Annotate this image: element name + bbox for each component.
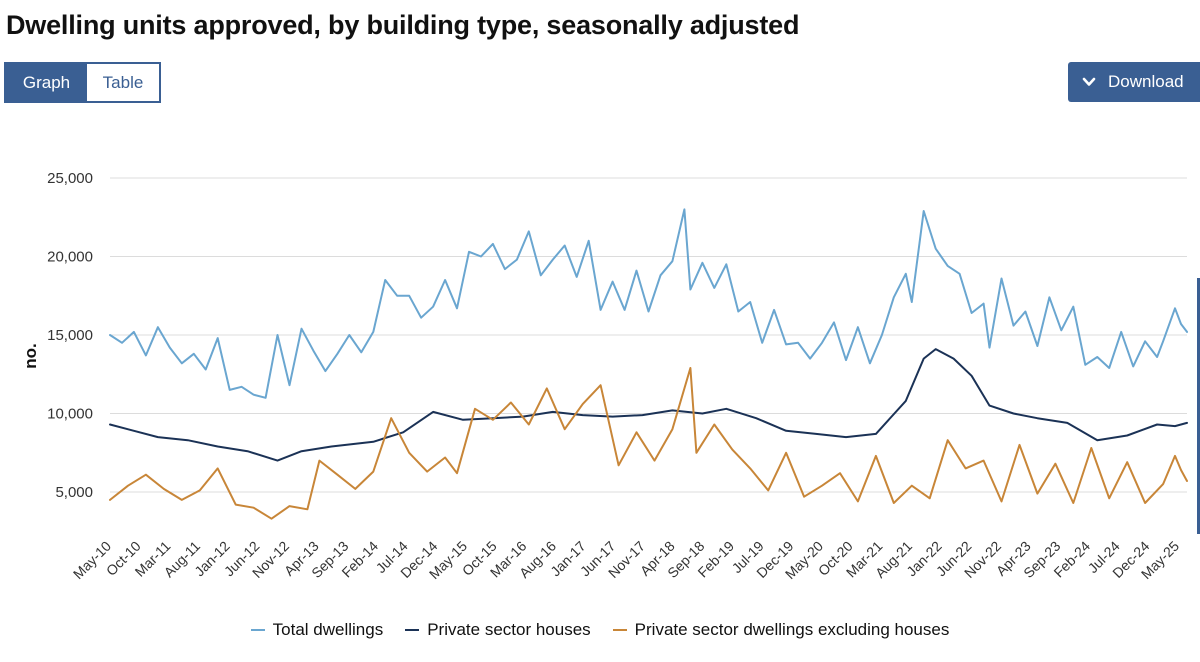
- legend-label-total: Total dwellings: [272, 620, 384, 639]
- grid-lines: [110, 177, 1187, 493]
- x-axis-ticks: May-10Oct-10Mar-11Aug-11Jan-12Jun-12Nov-…: [70, 538, 1182, 582]
- legend-swatch-houses: [405, 629, 420, 631]
- y-tick-label: 20,000: [47, 249, 93, 266]
- y-tick-label: 10,000: [47, 406, 93, 423]
- series-line-1: [109, 348, 1188, 462]
- legend-item-houses[interactable]: Private sector houses: [405, 620, 591, 640]
- legend-item-excl-houses[interactable]: Private sector dwellings excluding house…: [612, 620, 950, 640]
- y-tick-label: 25,000: [47, 170, 93, 187]
- legend-swatch-excl-houses: [612, 629, 627, 631]
- y-axis-ticks: 5,000 10,000 15,000 20,000 25,000: [47, 170, 93, 501]
- view-toggle: Graph Table: [4, 62, 161, 103]
- chevron-down-icon: [1082, 77, 1096, 86]
- graph-tab[interactable]: Graph: [6, 64, 87, 101]
- download-button[interactable]: Download: [1068, 62, 1200, 102]
- chart-legend: Total dwellings Private sector houses Pr…: [0, 620, 1200, 640]
- y-tick-label: 5,000: [55, 484, 93, 501]
- legend-swatch-total: [250, 629, 265, 631]
- y-axis-label: no.: [21, 343, 40, 369]
- download-label: Download: [1108, 72, 1184, 91]
- line-chart: 5,000 10,000 15,000 20,000 25,000 May-10Oct-…: [21, 170, 1188, 582]
- page-title: Dwelling units approved, by building typ…: [6, 10, 800, 40]
- legend-label-excl-houses: Private sector dwellings excluding house…: [634, 620, 950, 639]
- y-tick-label: 15,000: [47, 327, 93, 344]
- scroll-indicator: [1197, 278, 1200, 534]
- series-line-2: [109, 367, 1188, 520]
- legend-label-houses: Private sector houses: [427, 620, 591, 639]
- series-line-0: [109, 208, 1188, 399]
- legend-item-total[interactable]: Total dwellings: [250, 620, 384, 640]
- series-lines: [109, 208, 1188, 520]
- x-tick-label: May-10: [70, 538, 114, 582]
- table-tab[interactable]: Table: [87, 64, 159, 101]
